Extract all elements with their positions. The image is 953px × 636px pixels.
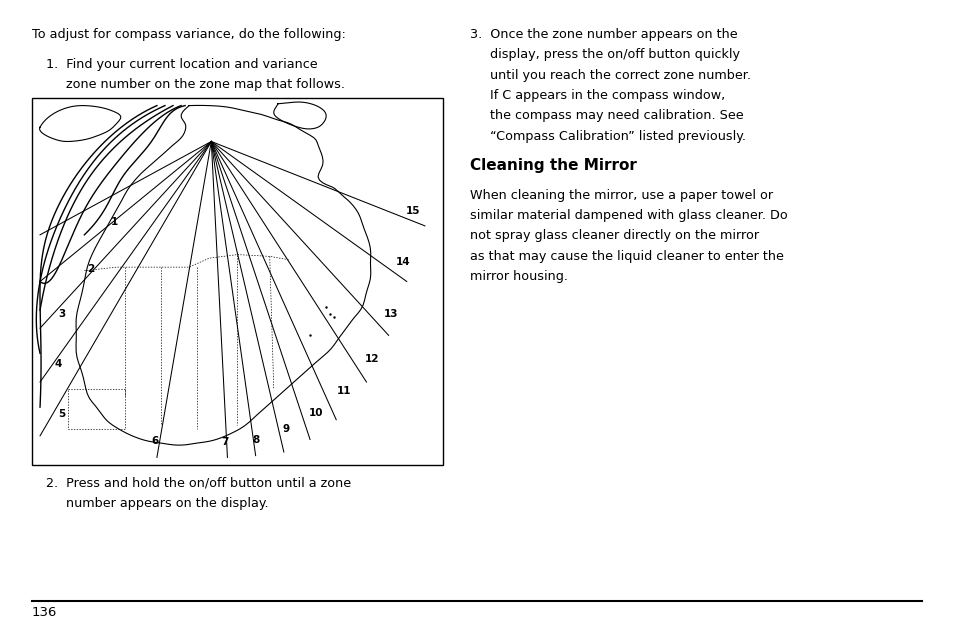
Text: not spray glass cleaner directly on the mirror: not spray glass cleaner directly on the … [470,230,759,242]
Text: 10: 10 [309,408,323,418]
Text: display, press the on/off button quickly: display, press the on/off button quickly [470,48,740,61]
Text: number appears on the display.: number appears on the display. [46,497,269,510]
Text: 15: 15 [405,207,419,216]
Text: the compass may need calibration. See: the compass may need calibration. See [470,109,742,122]
Text: 5: 5 [58,410,66,419]
Text: 11: 11 [336,386,351,396]
Text: similar material dampened with glass cleaner. Do: similar material dampened with glass cle… [470,209,787,222]
Text: 9: 9 [282,424,289,434]
Text: Cleaning the Mirror: Cleaning the Mirror [470,158,637,173]
Text: 2.  Press and hold the on/off button until a zone: 2. Press and hold the on/off button unti… [46,477,351,490]
Text: zone number on the zone map that follows.: zone number on the zone map that follows… [46,78,345,92]
Text: 6: 6 [152,436,158,446]
Text: To adjust for compass variance, do the following:: To adjust for compass variance, do the f… [32,28,346,41]
Text: 13: 13 [383,309,397,319]
Text: 1.  Find your current location and variance: 1. Find your current location and varian… [46,58,317,71]
Text: mirror housing.: mirror housing. [470,270,567,283]
Text: until you reach the correct zone number.: until you reach the correct zone number. [470,69,750,81]
Text: 2: 2 [87,264,94,274]
Text: 3: 3 [58,309,66,319]
Text: 1: 1 [111,218,118,227]
Text: 7: 7 [221,438,228,447]
Text: “Compass Calibration” listed previously.: “Compass Calibration” listed previously. [470,130,745,142]
Text: If C appears in the compass window,: If C appears in the compass window, [470,89,724,102]
Text: 12: 12 [365,354,379,364]
Text: 3.  Once the zone number appears on the: 3. Once the zone number appears on the [470,28,737,41]
Text: 136: 136 [32,606,57,619]
Text: 14: 14 [395,257,410,266]
Bar [32,98,442,465]
Text: When cleaning the mirror, use a paper towel or: When cleaning the mirror, use a paper to… [470,189,772,202]
Text: 8: 8 [252,435,259,445]
Text: 4: 4 [54,359,62,369]
Text: as that may cause the liquid cleaner to enter the: as that may cause the liquid cleaner to … [470,250,783,263]
